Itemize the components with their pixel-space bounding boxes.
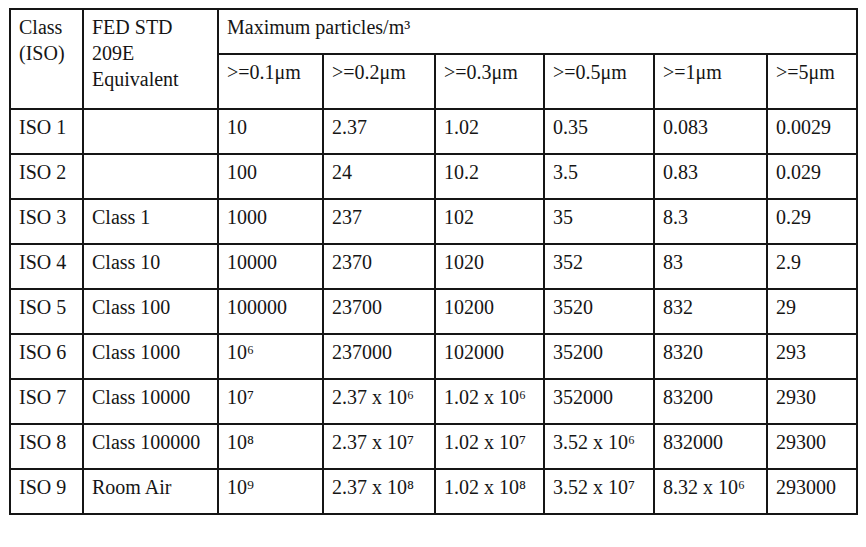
document-page: Class (ISO) FED STD 209E Equivalent Maxi… [0, 0, 866, 547]
cell-value: 0.083 [654, 109, 767, 154]
cell-value: 102000 [435, 334, 544, 379]
cell-fed-equivalent: Class 1 [83, 199, 218, 244]
cell-iso-class: ISO 2 [10, 154, 83, 199]
header-class-iso: Class (ISO) [10, 9, 83, 109]
cell-fed-equivalent: Class 100000 [83, 424, 218, 469]
cell-iso-class: ISO 7 [10, 379, 83, 424]
iso-cleanroom-classification-table: Class (ISO) FED STD 209E Equivalent Maxi… [9, 8, 858, 515]
cell-iso-class: ISO 1 [10, 109, 83, 154]
cell-value: 2.37 x 10⁷ [323, 424, 435, 469]
cell-value: 3.5 [544, 154, 654, 199]
cell-value: 0.83 [654, 154, 767, 199]
header-col-1um: >=1μm [654, 54, 767, 109]
cell-value: 83 [654, 244, 767, 289]
cell-iso-class: ISO 9 [10, 469, 83, 514]
cell-value: 29300 [767, 424, 857, 469]
cell-value: 8320 [654, 334, 767, 379]
header-col-5um: >=5μm [767, 54, 857, 109]
cell-iso-class: ISO 6 [10, 334, 83, 379]
cell-fed-equivalent: Class 10000 [83, 379, 218, 424]
cell-value: 2.37 x 10⁶ [323, 379, 435, 424]
cell-value: 10⁷ [218, 379, 323, 424]
cell-value: 0.029 [767, 154, 857, 199]
header-class-iso-label: Class (ISO) [19, 14, 75, 66]
cell-iso-class: ISO 5 [10, 289, 83, 334]
cell-value: 293 [767, 334, 857, 379]
cell-fed-equivalent: Class 100 [83, 289, 218, 334]
table-row-iso-6: ISO 6 Class 1000 10⁶ 237000 102000 35200… [10, 334, 857, 379]
table-row-iso-9: ISO 9 Room Air 10⁹ 2.37 x 10⁸ 1.02 x 10⁸… [10, 469, 857, 514]
cell-value: 100000 [218, 289, 323, 334]
cell-value: 10.2 [435, 154, 544, 199]
header-col-0-2um: >=0.2μm [323, 54, 435, 109]
header-col-0-3um: >=0.3μm [435, 54, 544, 109]
cell-value: 10000 [218, 244, 323, 289]
cell-value: 2.37 [323, 109, 435, 154]
cell-value: 2930 [767, 379, 857, 424]
header-fed-std-label: FED STD 209E Equivalent [92, 14, 194, 92]
cell-fed-equivalent [83, 154, 218, 199]
cell-value: 2.37 x 10⁸ [323, 469, 435, 514]
cell-fed-equivalent: Room Air [83, 469, 218, 514]
cell-value: 832000 [654, 424, 767, 469]
cell-value: 29 [767, 289, 857, 334]
header-max-particles: Maximum particles/m³ [218, 9, 857, 54]
cell-value: 3520 [544, 289, 654, 334]
cell-value: 100 [218, 154, 323, 199]
cell-value: 35200 [544, 334, 654, 379]
cell-value: 1.02 [435, 109, 544, 154]
cell-fed-equivalent: Class 10 [83, 244, 218, 289]
cell-value: 3.52 x 10⁷ [544, 469, 654, 514]
cell-value: 2.9 [767, 244, 857, 289]
cell-value: 24 [323, 154, 435, 199]
cell-value: 23700 [323, 289, 435, 334]
cell-value: 832 [654, 289, 767, 334]
cell-value: 0.29 [767, 199, 857, 244]
cell-value: 352 [544, 244, 654, 289]
cell-value: 10⁸ [218, 424, 323, 469]
cell-value: 10⁹ [218, 469, 323, 514]
cell-value: 2370 [323, 244, 435, 289]
table-row-iso-4: ISO 4 Class 10 10000 2370 1020 352 83 2.… [10, 244, 857, 289]
table-row-iso-8: ISO 8 Class 100000 10⁸ 2.37 x 10⁷ 1.02 x… [10, 424, 857, 469]
cell-fed-equivalent [83, 109, 218, 154]
cell-iso-class: ISO 4 [10, 244, 83, 289]
cell-fed-equivalent: Class 1000 [83, 334, 218, 379]
cell-iso-class: ISO 3 [10, 199, 83, 244]
cell-value: 1.02 x 10⁸ [435, 469, 544, 514]
cell-value: 237000 [323, 334, 435, 379]
cell-value: 0.35 [544, 109, 654, 154]
cell-value: 1.02 x 10⁷ [435, 424, 544, 469]
cell-value: 237 [323, 199, 435, 244]
cell-value: 1000 [218, 199, 323, 244]
cell-iso-class: ISO 8 [10, 424, 83, 469]
table-header-row-1: Class (ISO) FED STD 209E Equivalent Maxi… [10, 9, 857, 54]
table-row-iso-3: ISO 3 Class 1 1000 237 102 35 8.3 0.29 [10, 199, 857, 244]
cell-value: 293000 [767, 469, 857, 514]
cell-value: 8.3 [654, 199, 767, 244]
table-row-iso-7: ISO 7 Class 10000 10⁷ 2.37 x 10⁶ 1.02 x … [10, 379, 857, 424]
cell-value: 10 [218, 109, 323, 154]
table-row-iso-1: ISO 1 10 2.37 1.02 0.35 0.083 0.0029 [10, 109, 857, 154]
cell-value: 10200 [435, 289, 544, 334]
cell-value: 0.0029 [767, 109, 857, 154]
table-row-iso-2: ISO 2 100 24 10.2 3.5 0.83 0.029 [10, 154, 857, 199]
cell-value: 3.52 x 10⁶ [544, 424, 654, 469]
cell-value: 10⁶ [218, 334, 323, 379]
cell-value: 35 [544, 199, 654, 244]
cell-value: 1.02 x 10⁶ [435, 379, 544, 424]
cell-value: 83200 [654, 379, 767, 424]
cell-value: 102 [435, 199, 544, 244]
header-fed-std-equivalent: FED STD 209E Equivalent [83, 9, 218, 109]
cell-value: 8.32 x 10⁶ [654, 469, 767, 514]
header-col-0-1um: >=0.1μm [218, 54, 323, 109]
table-row-iso-5: ISO 5 Class 100 100000 23700 10200 3520 … [10, 289, 857, 334]
cell-value: 1020 [435, 244, 544, 289]
cell-value: 352000 [544, 379, 654, 424]
header-col-0-5um: >=0.5μm [544, 54, 654, 109]
